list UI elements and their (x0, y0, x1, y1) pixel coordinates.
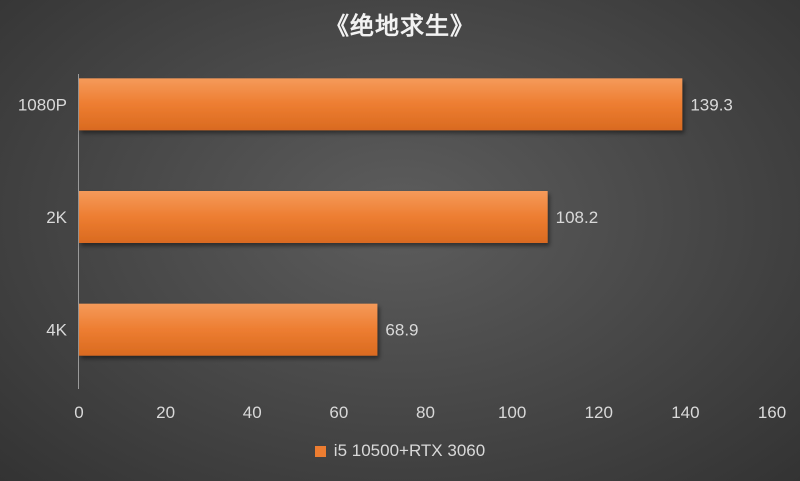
x-tick-label-140: 140 (671, 403, 699, 422)
x-tick-label-160: 160 (758, 403, 786, 422)
bar-2k (79, 191, 548, 243)
y-tick-labels: 1080P 2K 4K (18, 95, 68, 339)
data-label-4k: 68.9 (385, 321, 418, 340)
x-tick-label-100: 100 (498, 403, 526, 422)
legend-swatch (314, 445, 326, 457)
y-tick-label-1080p: 1080P (18, 95, 67, 114)
x-tick-label-40: 40 (243, 403, 262, 422)
bar-1080p (79, 78, 683, 131)
bars-layer (79, 78, 683, 356)
y-tick-label-2k: 2K (46, 208, 67, 227)
y-tick-label-4k: 4K (46, 321, 67, 340)
legend-label: i5 10500+RTX 3060 (333, 441, 486, 460)
x-tick-label-0: 0 (74, 403, 83, 422)
x-tick-labels: 0 20 40 60 80 100 120 140 160 (74, 403, 786, 422)
bar-4k (79, 303, 378, 356)
data-label-2k: 108.2 (556, 208, 599, 227)
x-tick-label-20: 20 (156, 403, 175, 422)
data-label-1080p: 139.3 (690, 95, 733, 114)
legend: i5 10500+RTX 3060 (0, 441, 800, 461)
x-tick-label-80: 80 (416, 403, 435, 422)
x-tick-label-60: 60 (329, 403, 348, 422)
x-tick-label-120: 120 (585, 403, 613, 422)
chart-title: 《绝地求生》 (325, 12, 475, 40)
labels-layer: 139.3 108.2 68.9 (385, 95, 732, 339)
